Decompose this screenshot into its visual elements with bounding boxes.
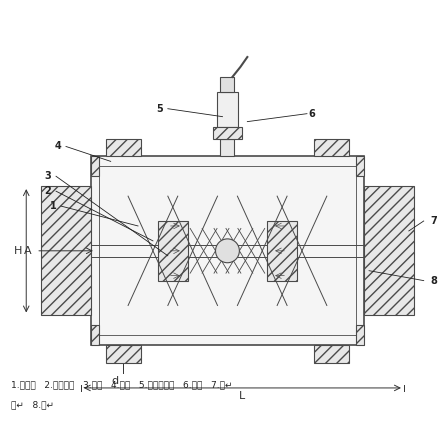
Text: 4: 4 bbox=[55, 142, 61, 151]
Bar bbox=[91, 157, 364, 345]
Bar bbox=[356, 157, 364, 176]
Bar bbox=[213, 127, 243, 138]
Bar bbox=[91, 157, 99, 176]
Text: 1: 1 bbox=[50, 201, 56, 211]
Bar bbox=[267, 221, 297, 280]
Text: 8: 8 bbox=[430, 276, 437, 286]
Bar bbox=[364, 186, 414, 315]
Text: 3: 3 bbox=[45, 171, 52, 181]
Bar bbox=[158, 221, 188, 280]
Text: A: A bbox=[23, 246, 31, 256]
Bar bbox=[220, 138, 235, 157]
Text: d: d bbox=[112, 376, 119, 386]
Text: 5: 5 bbox=[157, 104, 163, 114]
Text: H: H bbox=[14, 246, 22, 256]
Text: 6: 6 bbox=[309, 108, 315, 119]
Text: L: L bbox=[239, 391, 246, 401]
Bar bbox=[220, 77, 235, 92]
Bar bbox=[41, 186, 91, 315]
Bar bbox=[314, 138, 349, 157]
Text: 1.球轴承   2.前导向件   3.张圈   4.壳体   5.前置放大器   6.叶轮   7.轴↵: 1.球轴承 2.前导向件 3.张圈 4.壳体 5.前置放大器 6.叶轮 7.轴↵ bbox=[11, 381, 233, 389]
Text: 7: 7 bbox=[430, 216, 437, 226]
Bar bbox=[217, 92, 239, 127]
Bar bbox=[314, 345, 349, 363]
Text: 承↵   8.轴↵: 承↵ 8.轴↵ bbox=[11, 400, 54, 409]
Bar bbox=[91, 325, 99, 345]
Bar bbox=[356, 325, 364, 345]
Text: 2: 2 bbox=[45, 186, 52, 196]
Bar bbox=[106, 345, 141, 363]
Bar bbox=[106, 138, 141, 157]
Circle shape bbox=[216, 239, 239, 263]
